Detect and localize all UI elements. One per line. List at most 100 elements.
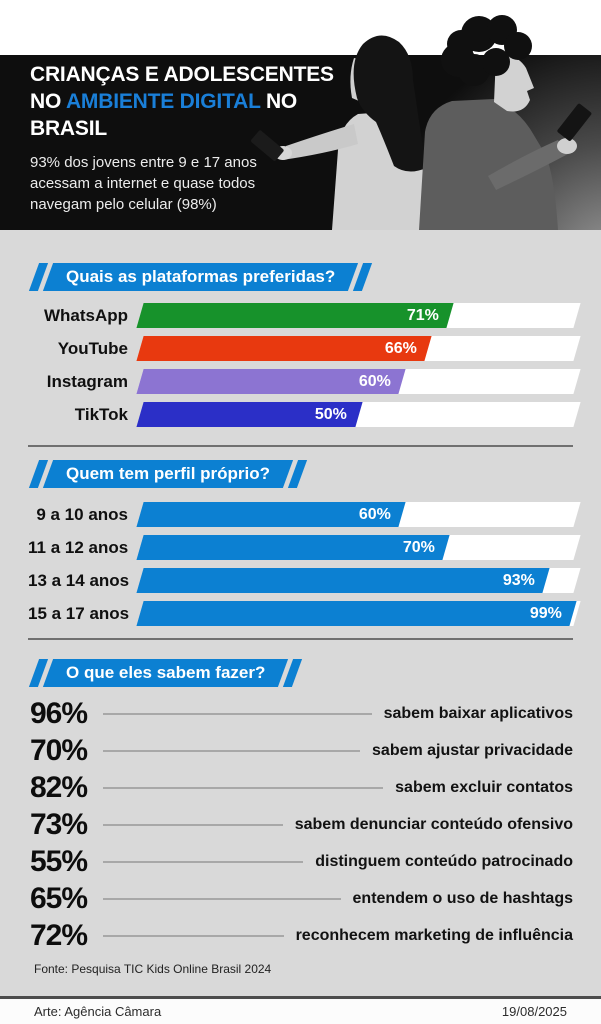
title-part1: CRIANÇAS E ADOLESCENTES NO: [30, 63, 334, 113]
bar-fill: 50%: [136, 402, 363, 427]
bar-row: 11 a 12 anos 70%: [28, 535, 581, 560]
footer-credit: Arte: Agência Câmara: [34, 1004, 162, 1019]
separator: [28, 445, 573, 447]
bar-category-label: 13 a 14 anos: [28, 570, 130, 590]
stat-connector-line: [103, 749, 361, 752]
section-platforms-title: Quais as plataformas preferidas?: [66, 267, 336, 286]
stat-value: 96%: [30, 696, 88, 730]
stat-label: sabem excluir contatos: [395, 778, 573, 796]
bar-category-label: WhatsApp: [43, 305, 128, 325]
bar-fill: 66%: [136, 336, 432, 361]
man-phone-icon: [557, 103, 592, 141]
bar-value-label: 71%: [407, 306, 440, 324]
bar-track: 60%: [136, 369, 581, 394]
bar-value-label: 70%: [402, 538, 435, 556]
badge-body: Quem tem perfil próprio?: [42, 460, 294, 488]
bar-fill: 71%: [136, 303, 454, 328]
stat-row: 73% sabem denunciar conteúdo ofensivo: [30, 806, 573, 843]
bar-category-label: 9 a 10 anos: [36, 504, 128, 524]
section-skills-title: O que eles sabem fazer?: [66, 663, 266, 682]
stat-value: 55%: [30, 844, 88, 878]
bar-track: 70%: [136, 535, 581, 560]
bar-value-label: 50%: [315, 405, 348, 423]
own-profile-bar-chart: 9 a 10 anos 60% 11 a 12 anos 70% 13 a 14 ano…: [0, 502, 601, 626]
stat-connector-line: [103, 860, 304, 863]
source-note: Fonte: Pesquisa TIC Kids Online Brasil 2…: [34, 962, 272, 976]
hero-subtitle: 93% dos jovens entre 9 e 17 anos acessam…: [30, 154, 257, 213]
bar-track: 60%: [136, 502, 581, 527]
bar-category-label: 15 a 17 anos: [28, 603, 130, 623]
stat-row: 55% distinguem conteúdo patrocinado: [30, 843, 573, 880]
stat-connector-line: [103, 786, 384, 789]
footer-date: 19/08/2025: [501, 1004, 567, 1019]
stat-row: 65% entendem o uso de hashtags: [30, 880, 573, 917]
bar-track: 71%: [136, 303, 581, 328]
title-part2: NO BRASIL: [30, 89, 298, 140]
stat-label: distinguem conteúdo patrocinado: [315, 852, 573, 870]
stat-connector-line: [103, 823, 283, 826]
bar-row: TikTok 50%: [28, 402, 581, 427]
bar-row: 15 a 17 anos 99%: [28, 601, 581, 626]
stat-connector-line: [103, 712, 372, 715]
man-silhouette-icon: [419, 15, 592, 230]
section-own-profile-badge: Quem tem perfil próprio?: [28, 460, 308, 488]
stat-label: entendem o uso de hashtags: [352, 889, 573, 907]
section-platforms-badge: Quais as plataformas preferidas?: [28, 263, 373, 291]
page-title: CRIANÇAS E ADOLESCENTES NO AMBIENTE DIGI…: [30, 62, 352, 143]
stat-value: 73%: [30, 807, 88, 841]
separator: [28, 638, 573, 640]
bar-category-label: TikTok: [74, 404, 128, 424]
stat-connector-line: [103, 897, 341, 900]
bar-value-label: 60%: [359, 505, 392, 523]
stat-label: sabem denunciar conteúdo ofensivo: [294, 815, 573, 833]
title-highlight: AMBIENTE DIGITAL: [65, 89, 261, 113]
bar-category-label: YouTube: [57, 338, 128, 358]
stat-connector-line: [103, 934, 284, 937]
section-own-profile: Quem tem perfil próprio? 9 a 10 anos 60% 1…: [0, 460, 601, 626]
woman-phone-icon: [251, 130, 284, 161]
bar-track: 50%: [136, 402, 581, 427]
platforms-bar-chart: WhatsApp 71% YouTube 66% Instagram 60% TikTok 5…: [0, 303, 601, 427]
stat-row: 96% sabem baixar aplicativos: [30, 695, 573, 732]
section-skills: O que eles sabem fazer? 96% sabem baixar …: [0, 659, 601, 976]
bar-track: 93%: [136, 568, 581, 593]
bar-row: YouTube 66%: [28, 336, 581, 361]
bar-row: 9 a 10 anos 60%: [28, 502, 581, 527]
woman-silhouette-icon: [251, 35, 432, 230]
bar-value-label: 60%: [359, 372, 392, 390]
bar-value-label: 66%: [385, 339, 418, 357]
bar-category-label: Instagram: [46, 371, 128, 391]
badge-body: Quais as plataformas preferidas?: [42, 263, 359, 291]
bar-fill: 93%: [136, 568, 550, 593]
stat-label: sabem ajustar privacidade: [372, 741, 573, 759]
bar-row: 13 a 14 anos 93%: [28, 568, 581, 593]
stat-value: 72%: [30, 918, 88, 952]
section-skills-badge: O que eles sabem fazer?: [28, 659, 303, 687]
stat-value: 82%: [30, 770, 88, 804]
bar-value-label: 93%: [503, 571, 536, 589]
stat-label: reconhecem marketing de influência: [295, 926, 573, 944]
stat-row: 82% sabem excluir contatos: [30, 769, 573, 806]
section-own-profile-title: Quem tem perfil próprio?: [66, 464, 271, 483]
stat-row: 72% reconhecem marketing de influência: [30, 917, 573, 954]
badge-body: O que eles sabem fazer?: [42, 659, 289, 687]
skills-stat-list: 96% sabem baixar aplicativos 70% sabem ajus…: [0, 695, 601, 954]
bar-fill: 99%: [136, 601, 577, 626]
stat-row: 70% sabem ajustar privacidade: [30, 732, 573, 769]
bar-track: 99%: [136, 601, 581, 626]
hero-header: CRIANÇAS E ADOLESCENTES NO AMBIENTE DIGI…: [0, 0, 601, 230]
hero-photo-teens-back-to-back-icon: [251, 15, 592, 230]
bar-fill: 60%: [136, 502, 406, 527]
bar-row: WhatsApp 71%: [28, 303, 581, 328]
footer-bar: Arte: Agência Câmara 19/08/2025: [0, 996, 601, 1024]
bar-category-label: 11 a 12 anos: [28, 537, 129, 557]
bar-value-label: 99%: [529, 604, 562, 622]
stat-value: 65%: [30, 881, 88, 915]
bar-track: 66%: [136, 336, 581, 361]
bar-fill: 70%: [136, 535, 450, 560]
stat-label: sabem baixar aplicativos: [383, 704, 573, 722]
bar-fill: 60%: [136, 369, 406, 394]
section-platforms: Quais as plataformas preferidas? WhatsAp…: [0, 263, 601, 427]
stat-value: 70%: [30, 733, 88, 767]
